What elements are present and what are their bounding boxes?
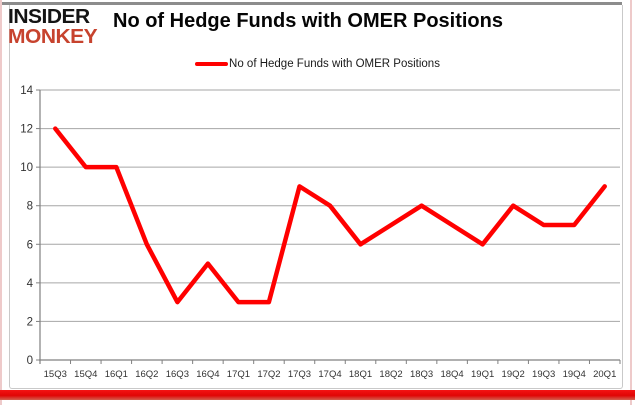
legend-line-swatch: [195, 62, 229, 66]
legend-label: No of Hedge Funds with OMER Positions: [229, 58, 440, 70]
series-line: [53, 126, 607, 305]
y-tick-label: 0: [27, 355, 33, 367]
x-tick-label: 15Q3: [44, 369, 67, 380]
top-border-rule: [0, 2, 622, 5]
x-tick-label: 17Q3: [288, 369, 311, 380]
chart-title: No of Hedge Funds with OMER Positions: [113, 10, 503, 32]
x-tick-label: 19Q3: [532, 369, 555, 380]
logo-insider-text: INSIDER: [8, 6, 90, 28]
x-tick-label: 17Q2: [257, 369, 280, 380]
right-border-rule: [630, 0, 632, 405]
x-tick-label: 19Q4: [563, 369, 586, 380]
y-tick-label: 14: [20, 85, 33, 97]
x-tick-label: 19Q2: [502, 369, 525, 380]
y-tick-label: 4: [27, 278, 34, 290]
x-tick-label: 18Q1: [349, 369, 372, 380]
y-tick-label: 2: [27, 316, 33, 328]
left-border-rule: [0, 0, 2, 405]
x-tick-label: 15Q4: [74, 369, 97, 380]
y-tick-label: 8: [27, 201, 33, 213]
bottom-red-bar: [0, 390, 635, 400]
x-tick-label: 20Q1: [593, 369, 616, 380]
x-tick-label: 19Q1: [471, 369, 494, 380]
y-tick-label: 12: [20, 124, 33, 136]
logo-monkey-text: MONKEY: [8, 26, 98, 48]
y-tick-label: 10: [20, 162, 33, 174]
insider-monkey-logo: INSIDER MONKEY: [8, 6, 98, 48]
x-tick-label: 18Q3: [410, 369, 433, 380]
y-tick-label: 6: [27, 239, 33, 251]
x-tick-label: 16Q3: [166, 369, 189, 380]
x-tick-label: 16Q4: [196, 369, 219, 380]
x-tick-label: 17Q4: [318, 369, 341, 380]
x-tick-label: 16Q1: [105, 369, 128, 380]
x-tick-label: 17Q1: [227, 369, 250, 380]
legend: No of Hedge Funds with OMER Positions: [0, 56, 635, 72]
x-tick-label: 18Q4: [440, 369, 463, 380]
x-tick-label: 18Q2: [379, 369, 402, 380]
chart-object-frame: [9, 5, 623, 389]
x-tick-label: 16Q2: [135, 369, 158, 380]
